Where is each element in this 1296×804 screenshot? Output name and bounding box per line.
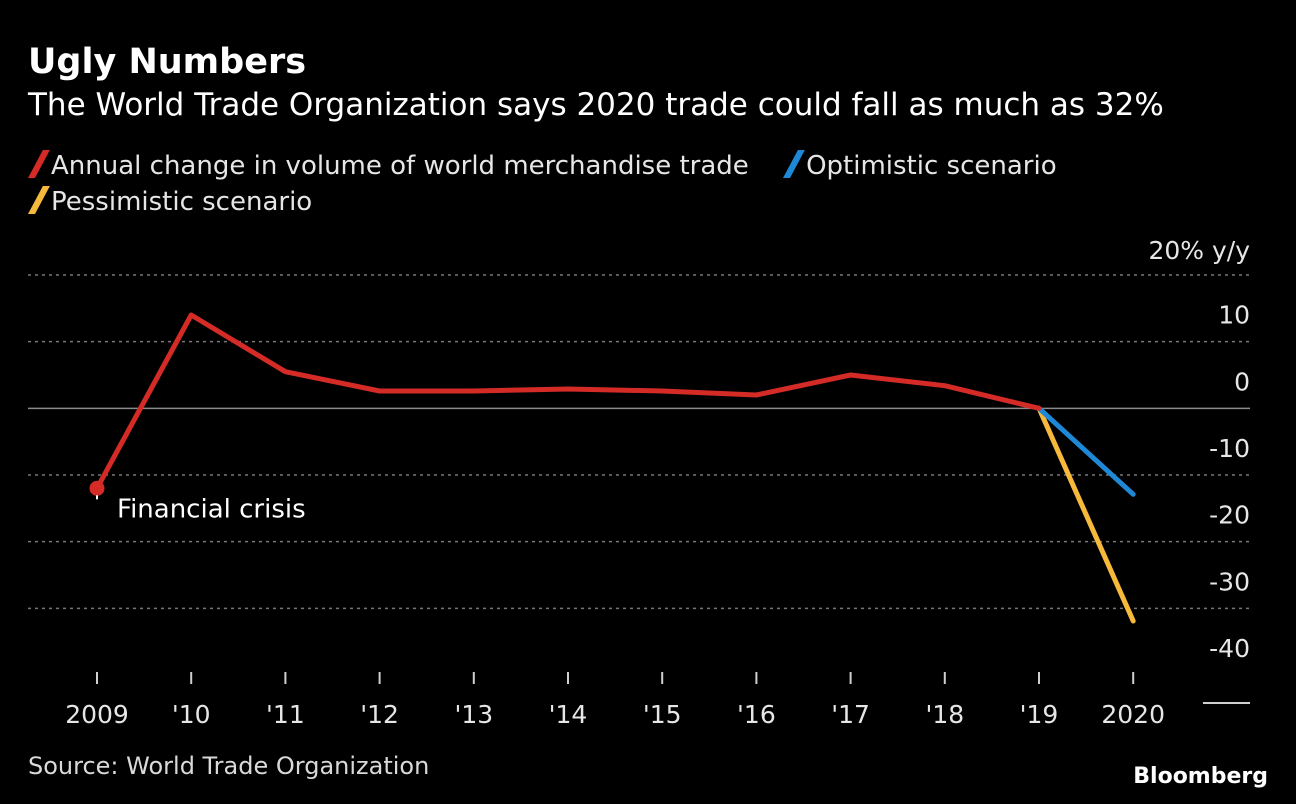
y-tick-label: 0 xyxy=(1234,367,1250,396)
y-tick-label: -30 xyxy=(1209,567,1250,596)
series-line-pessimistic xyxy=(1036,405,1136,624)
x-tick-label: '19 xyxy=(1020,700,1059,729)
x-tick-label: '18 xyxy=(925,700,964,729)
legend-label-optimistic: Optimistic scenario xyxy=(806,151,1057,181)
y-tick-label: -40 xyxy=(1209,634,1250,663)
chart-title: Ugly Numbers xyxy=(28,42,307,82)
y-tick-label: -10 xyxy=(1209,434,1250,463)
legend-label-pessimistic: Pessimistic scenario xyxy=(51,187,313,217)
legend-label-actual: Annual change in volume of world merchan… xyxy=(51,151,749,181)
series-line-optimistic xyxy=(1036,405,1136,497)
legend-item-actual: Annual change in volume of world merchan… xyxy=(28,148,749,184)
y-tick-label: -20 xyxy=(1209,501,1250,530)
chart-subtitle: The World Trade Organization says 2020 t… xyxy=(28,87,1164,123)
x-tick-label: '16 xyxy=(737,700,776,729)
series-line-actual xyxy=(94,312,1042,491)
x-tick-label: 2020 xyxy=(1101,700,1165,729)
x-tick-label: '13 xyxy=(454,700,493,729)
x-tick-label: '11 xyxy=(266,700,305,729)
annotation-marker xyxy=(89,480,105,496)
annotation-label: Financial crisis xyxy=(117,494,306,524)
legend-item-optimistic: Optimistic scenario xyxy=(783,148,1057,184)
bloomberg-logo: Bloomberg xyxy=(1133,764,1268,789)
legend-item-pessimistic: Pessimistic scenario xyxy=(28,184,312,220)
x-tick-label: '15 xyxy=(643,700,682,729)
x-tick-label: '10 xyxy=(172,700,211,729)
x-tick-label: '14 xyxy=(549,700,588,729)
y-tick-label: 20% y/y xyxy=(1148,236,1250,265)
x-tick-label: '17 xyxy=(831,700,870,729)
source-note: Source: World Trade Organization xyxy=(28,752,430,780)
chart-legend: Annual change in volume of world merchan… xyxy=(28,148,1268,220)
y-tick-label: 10 xyxy=(1218,301,1250,330)
x-tick-label: '12 xyxy=(360,700,399,729)
x-tick-label: 2009 xyxy=(65,700,129,729)
